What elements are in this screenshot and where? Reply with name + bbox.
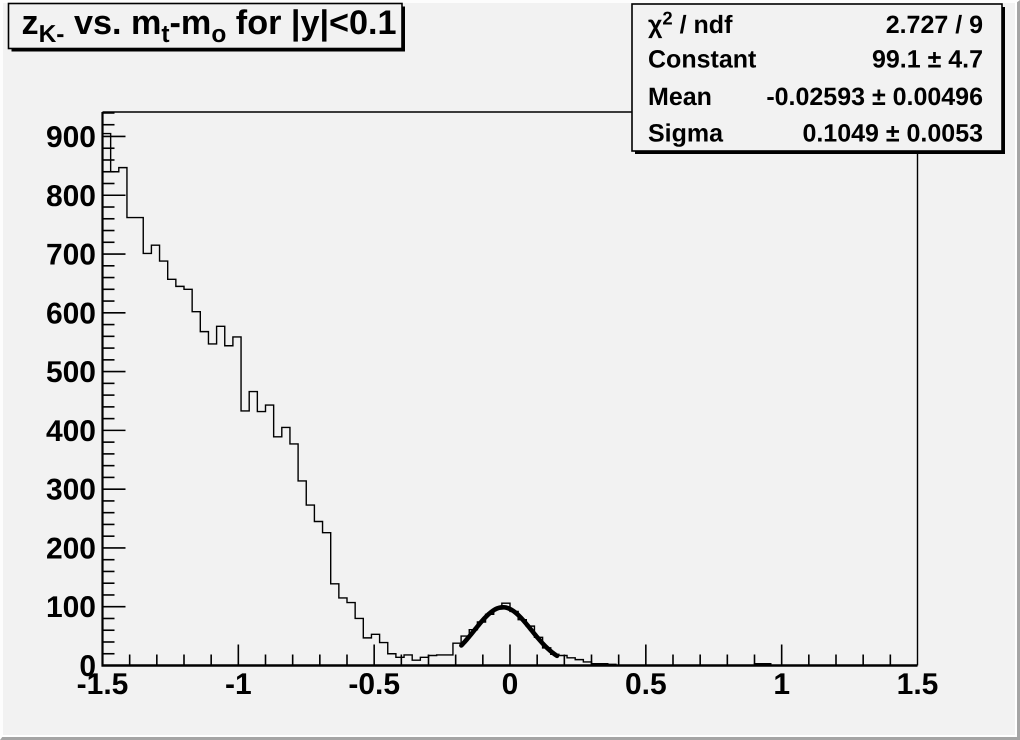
svg-text:0.5: 0.5 (625, 668, 667, 701)
svg-text:400: 400 (46, 415, 96, 448)
svg-text:500: 500 (46, 356, 96, 389)
svg-text:0: 0 (79, 650, 96, 683)
svg-text:300: 300 (46, 474, 96, 507)
svg-text:-1.5: -1.5 (77, 668, 129, 701)
svg-text:1.5: 1.5 (897, 668, 939, 701)
svg-text:-1: -1 (225, 668, 252, 701)
svg-text:2.727 / 9: 2.727 / 9 (886, 11, 983, 39)
svg-text:χ2 / ndf: χ2 / ndf (648, 8, 733, 40)
svg-text:-0.02593 ± 0.00496: -0.02593 ± 0.00496 (766, 83, 983, 111)
svg-text:1: 1 (773, 668, 790, 701)
svg-text:zK- vs. mt-mo for |y|<0.1: zK- vs. mt-mo for |y|<0.1 (22, 4, 397, 48)
svg-text:99.1 ± 4.7: 99.1 ± 4.7 (872, 46, 983, 74)
svg-text:100: 100 (46, 591, 96, 624)
svg-text:0: 0 (502, 668, 519, 701)
svg-text:Mean: Mean (648, 83, 712, 111)
svg-text:700: 700 (46, 239, 96, 272)
svg-text:800: 800 (46, 180, 96, 213)
svg-text:Sigma: Sigma (648, 120, 724, 148)
svg-text:Constant: Constant (648, 46, 757, 74)
svg-text:0.1049 ± 0.0053: 0.1049 ± 0.0053 (802, 120, 983, 148)
svg-text:600: 600 (46, 297, 96, 330)
svg-text:200: 200 (46, 532, 96, 565)
svg-text:900: 900 (46, 121, 96, 154)
svg-text:-0.5: -0.5 (348, 668, 400, 701)
